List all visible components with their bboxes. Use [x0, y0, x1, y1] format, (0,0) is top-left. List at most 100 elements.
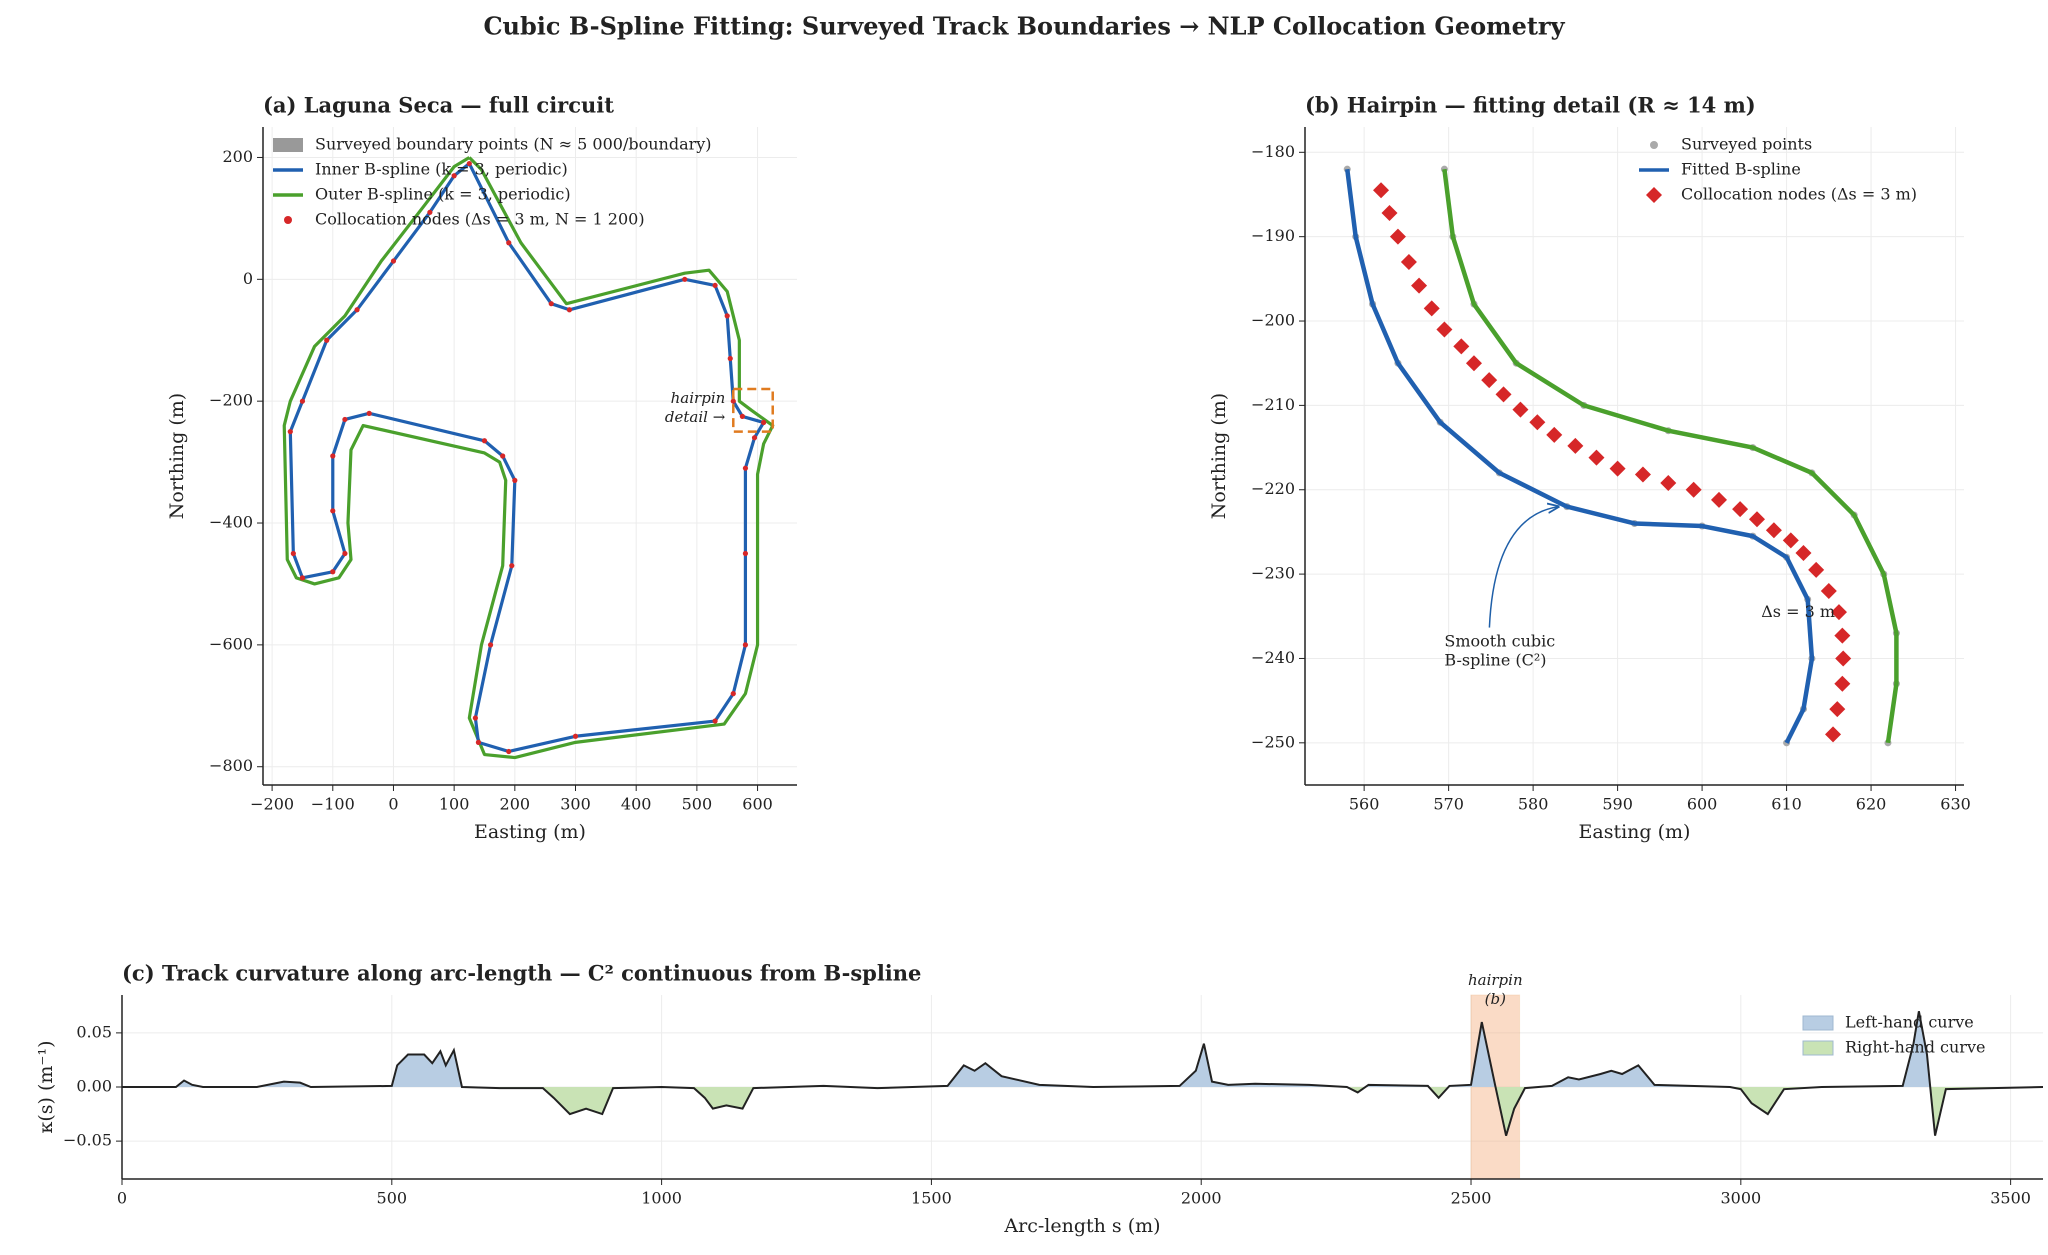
collocation-node [1634, 466, 1651, 483]
x-tick-label: 3000 [1720, 1189, 1761, 1208]
point [739, 413, 745, 419]
point [354, 307, 360, 313]
curvature-line [122, 1011, 2044, 1136]
spline-line [288, 162, 766, 754]
point [727, 355, 733, 362]
x-tick-label: 500 [682, 795, 713, 814]
detail-label-line: detail → [665, 408, 726, 426]
panel-title: (a) Laguna Seca — full circuit [263, 93, 614, 118]
x-tick-label: 630 [1940, 795, 1971, 814]
collocation-node [1732, 501, 1749, 518]
collocation-node [1512, 401, 1529, 418]
point [566, 307, 573, 313]
collocation-node [1495, 386, 1512, 403]
point [500, 453, 506, 459]
collocation-node [1423, 300, 1440, 317]
collocation-node [1782, 532, 1799, 549]
x-tick-label: 0 [388, 795, 398, 814]
legend-swatch [1650, 141, 1658, 149]
point [742, 550, 749, 557]
collocation-node [1436, 321, 1453, 338]
panel-title: (c) Track curvature along arc-length — C… [122, 961, 921, 986]
y-tick-label: −200 [1251, 311, 1295, 330]
point [712, 282, 718, 289]
y-axis-label: κ(s) (m⁻¹) [35, 1041, 57, 1134]
y-tick-label: −180 [1251, 142, 1295, 161]
collocation-node [1808, 561, 1825, 578]
y-tick-label: 0 [243, 269, 253, 288]
annotation-arrow [1488, 507, 1558, 628]
collocation-node [1567, 437, 1584, 454]
point [390, 258, 397, 264]
legend-label: Surveyed points [1681, 135, 1812, 154]
y-tick-label: −200 [209, 391, 253, 410]
legend-label: Inner B-spline (k = 3, periodic) [315, 160, 568, 179]
annotation: Smooth cubic B-spline (C²) [1444, 631, 1555, 669]
y-tick-label: 0.00 [76, 1077, 112, 1096]
y-tick-label: −400 [209, 513, 253, 532]
point [572, 733, 579, 739]
point [330, 508, 336, 514]
legend-swatch [273, 138, 303, 152]
spline-line [1345, 168, 1815, 744]
y-tick-label: −220 [1251, 479, 1295, 498]
point [512, 477, 518, 483]
point [324, 337, 330, 343]
point [366, 410, 372, 416]
collocation-node [1481, 372, 1498, 389]
x-tick-label: 400 [621, 795, 652, 814]
y-tick-label: −210 [1251, 395, 1295, 414]
legend-swatch [1802, 1015, 1834, 1031]
negative-area [122, 1087, 2043, 1136]
y-tick-label: 200 [222, 147, 253, 166]
x-tick-label: 570 [1433, 795, 1464, 814]
panel-title: (b) Hairpin — fitting detail (R ≈ 14 m) [1305, 93, 1756, 118]
point [506, 748, 512, 755]
detail-box [732, 387, 774, 433]
annotation: Δs = 3 m [1761, 602, 1835, 621]
legend-swatch [284, 216, 292, 224]
point [342, 550, 348, 557]
x-axis-label: Easting (m) [1579, 821, 1691, 843]
point [761, 419, 767, 426]
x-tick-label: 600 [1687, 795, 1718, 814]
point [730, 398, 736, 404]
x-tick-label: 100 [439, 795, 470, 814]
x-tick-label: 3500 [1990, 1189, 2031, 1208]
legend-label: Collocation nodes (Δs = 3 m, N = 1 200) [315, 210, 645, 229]
x-tick-label: 610 [1771, 795, 1802, 814]
y-tick-label: −250 [1251, 732, 1295, 751]
collocation-node [1529, 414, 1546, 431]
collocation-node [1825, 726, 1842, 743]
point [330, 453, 336, 459]
x-tick-label: 1000 [641, 1189, 682, 1208]
panel: (a) Laguna Seca — full circuit −200 −100 0 1… [166, 93, 797, 843]
point [287, 429, 293, 435]
x-axis-label: Arc-length s (m) [1003, 1215, 1160, 1237]
x-tick-label: 1500 [911, 1189, 952, 1208]
y-tick-label: −230 [1251, 564, 1295, 583]
spline-line [282, 156, 775, 760]
point [751, 435, 758, 441]
annotation-line: Smooth cubic [1444, 631, 1555, 650]
y-tick-label: −800 [209, 756, 253, 775]
point [451, 173, 457, 179]
legend-swatch [1802, 1040, 1834, 1056]
collocation-node [1381, 205, 1398, 222]
y-axis-label: Northing (m) [166, 393, 188, 519]
point [548, 301, 554, 307]
point [299, 398, 306, 404]
x-tick-label: 2000 [1181, 1189, 1222, 1208]
x-tick-label: −100 [311, 795, 355, 814]
legend-label: Right-hand curve [1845, 1038, 1985, 1057]
legend-swatch [1646, 187, 1662, 203]
point [682, 276, 688, 282]
legend-label: Outer B-spline (k = 3, periodic) [315, 185, 571, 204]
x-tick-label: 0 [117, 1189, 127, 1208]
span-label-line: hairpin [1468, 971, 1523, 989]
point [342, 416, 348, 423]
collocation-node [1710, 491, 1727, 508]
point [712, 718, 718, 724]
point [330, 569, 336, 575]
point [724, 313, 730, 319]
